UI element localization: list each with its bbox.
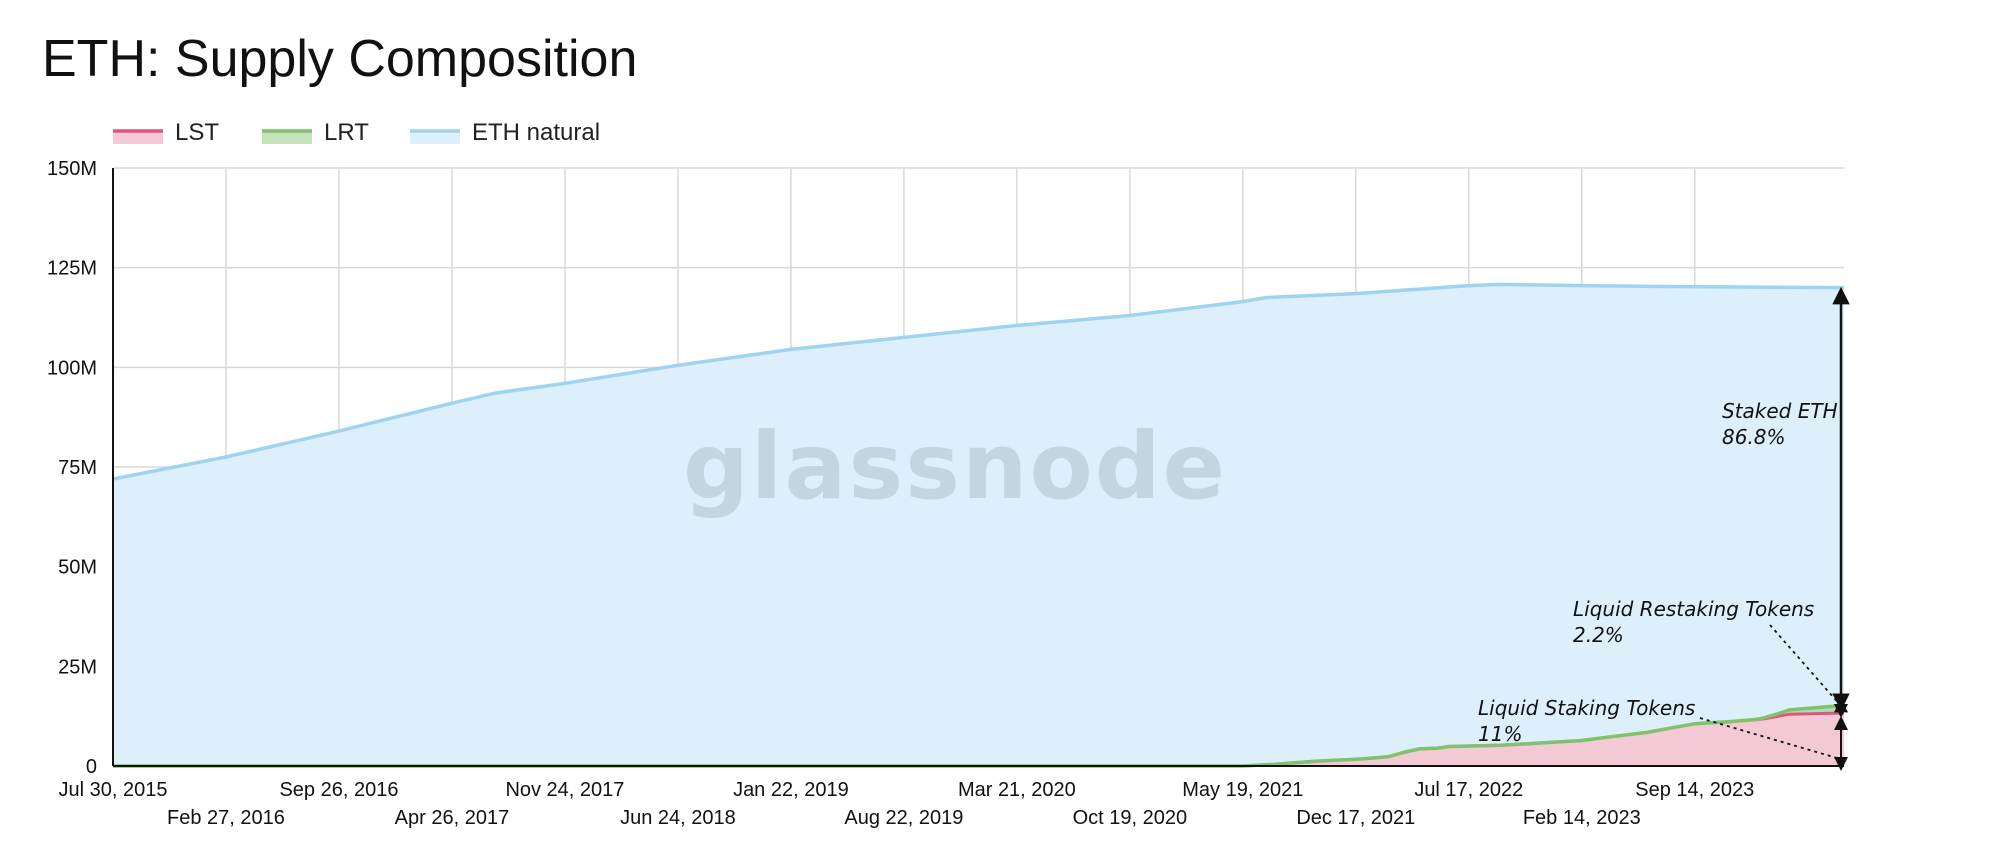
y-tick-label: 75M [58, 457, 97, 479]
chart-legend: LST LRT ETH natural [113, 119, 600, 146]
lrt-label: Liquid Restaking Tokens [1573, 597, 1814, 621]
x-tick-label: Sep 26, 2016 [279, 779, 398, 801]
lrt-percent: 2.2% [1573, 623, 1624, 647]
lst-label: Liquid Staking Tokens [1478, 696, 1695, 720]
y-axis-ticks: 0 25M 50M 75M 100M 125M 150M [47, 158, 97, 778]
x-tick-label: Jul 17, 2022 [1414, 779, 1523, 801]
legend-label-lrt: LRT [324, 119, 369, 146]
x-tick-label: Oct 19, 2020 [1073, 807, 1188, 829]
axes [112, 168, 1844, 767]
x-tick-label: Jul 30, 2015 [59, 779, 168, 801]
lst-leader-line [1699, 717, 1838, 759]
y-tick-label: 150M [47, 158, 97, 180]
lst-area [113, 713, 1844, 766]
legend-swatch-lst [113, 130, 163, 144]
watermark: glassnode [683, 413, 1227, 520]
y-tick-label: 100M [47, 357, 97, 379]
y-tick-label: 125M [47, 258, 97, 280]
legend-swatch-lrt [262, 130, 312, 144]
y-tick-label: 0 [86, 756, 97, 778]
y-tick-label: 50M [58, 557, 97, 579]
legend-label-lst: LST [175, 119, 219, 146]
eth-natural-area [113, 284, 1844, 766]
x-axis-ticks: Jul 30, 2015 Feb 27, 2016 Sep 26, 2016 Apr … [59, 779, 1755, 829]
x-tick-label: Dec 17, 2021 [1296, 807, 1415, 829]
x-tick-label: Nov 24, 2017 [505, 779, 624, 801]
x-tick-label: Feb 14, 2023 [1523, 807, 1641, 829]
x-tick-label: Jan 22, 2019 [733, 779, 849, 801]
x-tick-label: Apr 26, 2017 [395, 807, 510, 829]
lst-percent: 11% [1478, 722, 1522, 746]
legend-label-eth: ETH natural [472, 119, 600, 146]
staked-eth-label: Staked ETH [1722, 399, 1838, 423]
staked-eth-percent: 86.8% [1722, 425, 1786, 449]
chart-title: ETH: Supply Composition [42, 30, 637, 88]
x-tick-label: Jun 24, 2018 [620, 807, 736, 829]
eth-natural-line [112, 282, 1845, 481]
x-tick-label: Feb 27, 2016 [167, 807, 285, 829]
x-tick-label: Aug 22, 2019 [844, 807, 963, 829]
x-tick-label: Sep 14, 2023 [1635, 779, 1754, 801]
x-tick-label: May 19, 2021 [1182, 779, 1303, 801]
y-tick-label: 25M [58, 656, 97, 678]
legend-swatch-eth [410, 130, 460, 144]
x-tick-label: Mar 21, 2020 [958, 779, 1076, 801]
lrt-leader-line [1769, 624, 1838, 702]
series-areas [112, 282, 1845, 768]
